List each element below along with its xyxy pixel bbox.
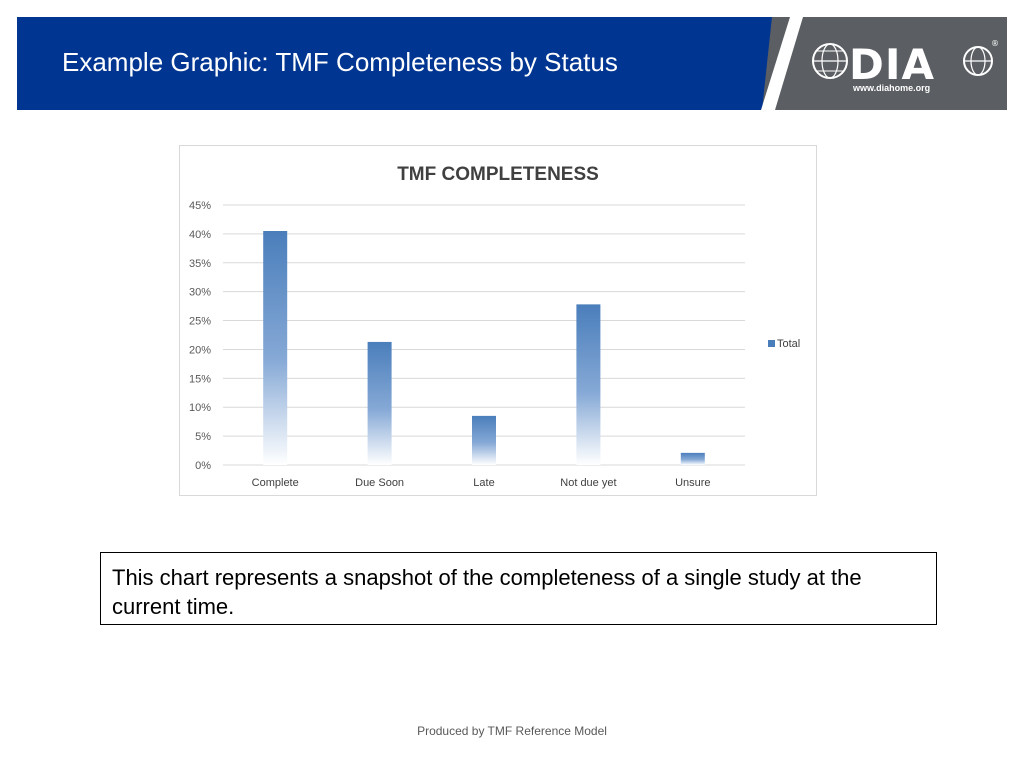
x-tick-label: Unsure xyxy=(675,477,710,489)
caption-box: This chart represents a snapshot of the … xyxy=(100,552,937,625)
dia-logo: DIA ® xyxy=(812,39,999,89)
logo-wordmark: DIA xyxy=(849,40,935,89)
y-tick-label: 40% xyxy=(189,229,211,241)
legend-swatch xyxy=(768,340,775,347)
x-tick-label: Due Soon xyxy=(355,477,404,489)
footer: Produced by TMF Reference Model xyxy=(417,724,607,738)
chart-title: TMF COMPLETENESS xyxy=(397,164,599,185)
bar-not-due-yet xyxy=(576,304,601,465)
registered-mark: ® xyxy=(991,39,999,48)
bar-complete xyxy=(263,231,288,465)
bars xyxy=(263,231,705,465)
y-tick-label: 5% xyxy=(195,431,211,443)
logo-panel-background xyxy=(761,17,1007,110)
gridlines xyxy=(223,204,745,466)
x-tick-label: Late xyxy=(473,477,494,489)
y-tick-label: 45% xyxy=(189,200,211,212)
legend: Total xyxy=(768,338,800,350)
x-tick-label: Not due yet xyxy=(560,477,616,489)
bar-due-soon xyxy=(367,341,392,465)
legend-label: Total xyxy=(777,338,800,350)
y-axis-ticks: 0% 5% 10% 15% 20% 25% 30% 35% 40% 45% xyxy=(189,200,211,472)
caption-text: This chart represents a snapshot of the … xyxy=(112,565,862,619)
y-tick-label: 25% xyxy=(189,316,211,328)
y-tick-label: 0% xyxy=(195,460,211,472)
x-tick-label: Complete xyxy=(252,477,299,489)
slide-title: Example Graphic: TMF Completeness by Sta… xyxy=(62,47,618,77)
title-banner: Example Graphic: TMF Completeness by Sta… xyxy=(17,17,1007,110)
y-tick-label: 10% xyxy=(189,402,211,414)
y-tick-label: 30% xyxy=(189,287,211,299)
bar-unsure xyxy=(680,452,705,465)
y-tick-label: 15% xyxy=(189,373,211,385)
y-tick-label: 35% xyxy=(189,258,211,270)
logo-url: www.diahome.org xyxy=(853,83,931,93)
x-axis-ticks: Complete Due Soon Late Not due yet Unsure xyxy=(252,477,711,489)
bar-late xyxy=(472,415,496,465)
bar-chart: TMF COMPLETENESS 0% 5% 10% 15% 20% 25% 30% 35% 4… xyxy=(189,164,800,489)
chart-frame: TMF COMPLETENESS 0% 5% 10% 15% 20% 25% 30% 35% 4… xyxy=(179,145,817,496)
y-tick-label: 20% xyxy=(189,344,211,356)
